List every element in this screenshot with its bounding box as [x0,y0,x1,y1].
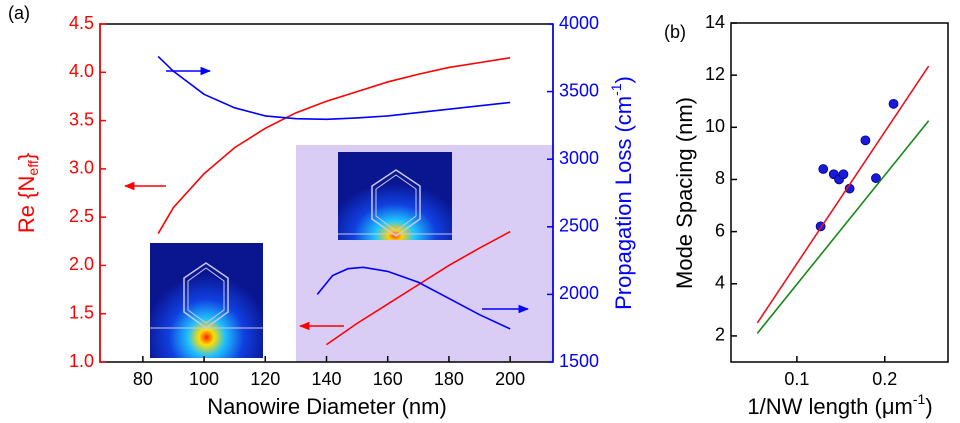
y2-tick-label: 2000 [559,283,599,303]
y2-tick-label: 3000 [559,148,599,168]
inset-1 [150,243,263,358]
x-tick-label: 160 [373,369,403,389]
y-tick-label: 8 [715,168,725,188]
label-sup: -1 [608,83,624,96]
data-point [839,170,848,179]
y2-axis-title: Propagation Loss (cm-1) [608,76,636,310]
panel-label: (a) [8,3,30,23]
y2-tick-label: 3500 [559,80,599,100]
x-tick-label: 0.2 [872,369,897,389]
y2-tick-label: 4000 [559,13,599,33]
y-tick-label: 2 [715,325,725,345]
y-tick-label: 3.5 [69,109,94,129]
y2-tick-label: 2500 [559,216,599,236]
x-tick-label: 0.1 [784,369,809,389]
label-part: } [14,153,39,160]
x-tick-label: 120 [250,369,280,389]
x-tick-label: 140 [311,369,341,389]
data-point [861,136,870,145]
data-line [757,121,928,334]
y-tick-label: 12 [705,64,725,84]
x-tick-label: 200 [495,369,525,389]
x-tick-label: 100 [189,369,219,389]
x-tick-label: 80 [133,369,153,389]
label-part: 1/NW length (μm [747,394,913,419]
data-point [889,99,898,108]
panel-label: (b) [664,22,686,42]
y-tick-label: 4.5 [69,13,94,33]
x-axis-title: Nanowire Diameter (nm) [207,394,447,419]
label-part: ) [925,394,932,419]
label-sub: eff [25,160,41,175]
y2-tick-label: 1500 [559,351,599,371]
x-tick-label: 180 [434,369,464,389]
y-axis-title: Re {Neff} [14,153,41,233]
plot-frame [731,23,948,362]
y-tick-label: 1.0 [69,351,94,371]
figure: (a) (b) Nanowire Diameter (nm) Re {Neff}… [0,0,960,423]
data-point [819,165,828,174]
data-line [757,66,928,323]
label-part: Re {N [14,176,39,233]
y-tick-label: 10 [705,116,725,136]
y-tick-label: 4.0 [69,61,94,81]
y-axis-title: Mode Spacing (nm) [672,97,697,289]
y-tick-label: 4 [715,273,725,293]
label-part: ) [611,76,636,83]
label-sup: -1 [913,391,926,407]
y-tick-label: 2.0 [69,254,94,274]
label-part: Propagation Loss (cm [611,96,636,310]
y-tick-label: 3.0 [69,158,94,178]
y-tick-label: 2.5 [69,206,94,226]
inset-2 [338,152,452,240]
x-axis-title: 1/NW length (μm-1) [747,391,932,419]
y-tick-label: 6 [715,220,725,240]
y-tick-label: 14 [705,12,725,32]
y-tick-label: 1.5 [69,302,94,322]
